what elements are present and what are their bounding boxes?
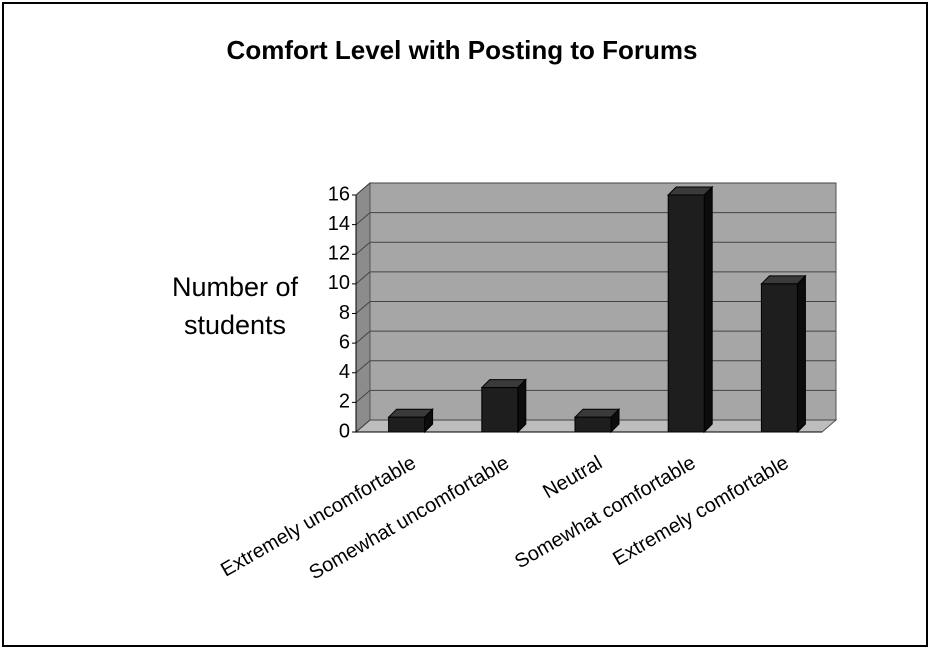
grid-line — [355, 389, 371, 403]
bar-face — [517, 378, 527, 434]
bar-face — [388, 416, 426, 433]
bar-face — [481, 387, 519, 433]
bar-face — [667, 194, 705, 433]
grid-line — [355, 212, 371, 226]
y-tick-label: 2 — [339, 391, 350, 413]
grid-line — [355, 182, 371, 196]
grid-line — [355, 301, 371, 314]
y-tick-label: 4 — [339, 361, 350, 383]
bar-face — [703, 185, 713, 434]
y-tick-label: 10 — [328, 272, 350, 294]
bar — [666, 185, 714, 434]
bar-face — [387, 408, 434, 418]
x-tick-label: Extremely comfortable — [609, 452, 792, 571]
y-tick-label: 16 — [328, 183, 350, 205]
bar — [760, 274, 807, 434]
grid-line — [355, 419, 371, 433]
y-axis-label: Number of students — [171, 272, 299, 340]
chart-title: Comfort Level with Posting to Forums — [227, 35, 698, 65]
bar-face — [480, 379, 528, 389]
bar-face — [796, 274, 806, 434]
bar — [387, 407, 434, 434]
bar — [480, 378, 528, 434]
grid-line — [355, 271, 371, 285]
bar-face — [760, 283, 798, 433]
bar-face — [574, 416, 612, 433]
y-tick-label: 12 — [328, 243, 350, 265]
y-tick-label: 6 — [339, 331, 350, 353]
grid-line — [355, 330, 371, 344]
bar — [573, 407, 621, 434]
bar-face — [760, 275, 807, 285]
grid-line — [355, 241, 371, 255]
y-tick-label: 0 — [339, 420, 350, 442]
grid-line — [355, 360, 371, 374]
y-tick-label: 14 — [328, 213, 350, 235]
bar-face — [573, 408, 621, 418]
y-tick-label: 8 — [339, 302, 350, 324]
x-tick-label: Neutral — [539, 452, 606, 503]
bar-face — [666, 186, 714, 196]
